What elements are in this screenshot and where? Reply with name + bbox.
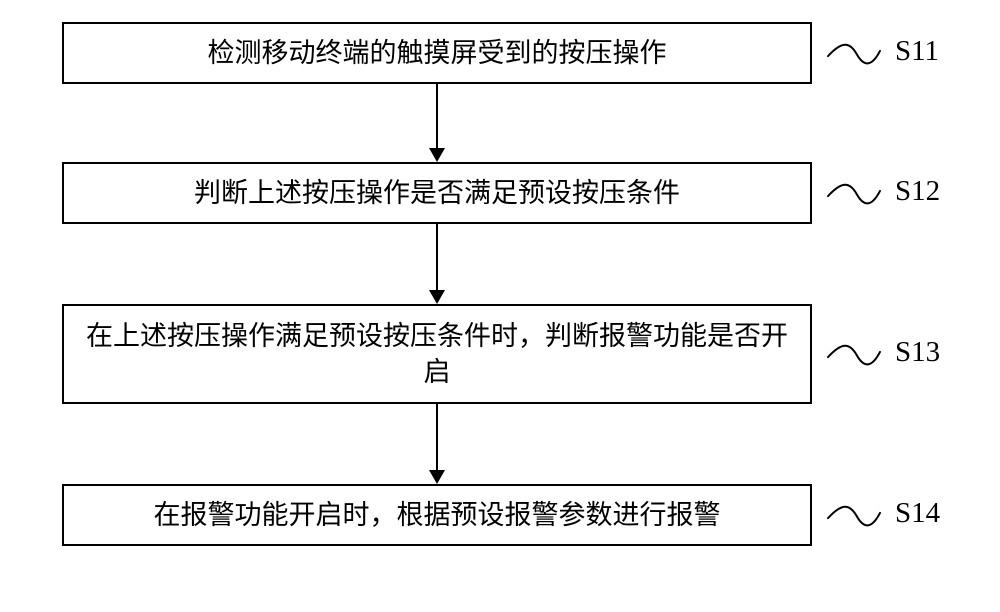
flow-step-s14: 在报警功能开启时，根据预设报警参数进行报警: [62, 484, 812, 546]
flow-step-text: 在报警功能开启时，根据预设报警参数进行报警: [154, 497, 721, 533]
flow-step-label-s12: S12: [895, 175, 940, 208]
connector-tilde: [826, 180, 882, 206]
arrow-head-icon: [429, 470, 445, 484]
connector-tilde: [826, 40, 882, 66]
flowchart-canvas: 检测移动终端的触摸屏受到的按压操作 S11 判断上述按压操作是否满足预设按压条件 S1…: [0, 0, 1000, 612]
flow-step-label-s13: S13: [895, 336, 940, 369]
arrow-line: [436, 224, 438, 290]
flow-step-text: 判断上述按压操作是否满足预设按压条件: [194, 175, 680, 211]
arrow-head-icon: [429, 148, 445, 162]
connector-tilde: [826, 341, 882, 367]
flow-step-label-s14: S14: [895, 497, 940, 530]
arrow-head-icon: [429, 290, 445, 304]
arrow-line: [436, 84, 438, 148]
flow-step-s11: 检测移动终端的触摸屏受到的按压操作: [62, 22, 812, 84]
connector-tilde: [826, 502, 882, 528]
flow-step-s12: 判断上述按压操作是否满足预设按压条件: [62, 162, 812, 224]
flow-step-text: 在上述按压操作满足预设按压条件时，判断报警功能是否开启: [76, 318, 798, 391]
flow-step-label-s11: S11: [895, 35, 939, 68]
flow-step-text: 检测移动终端的触摸屏受到的按压操作: [208, 35, 667, 71]
arrow-line: [436, 404, 438, 470]
flow-step-s13: 在上述按压操作满足预设按压条件时，判断报警功能是否开启: [62, 304, 812, 404]
